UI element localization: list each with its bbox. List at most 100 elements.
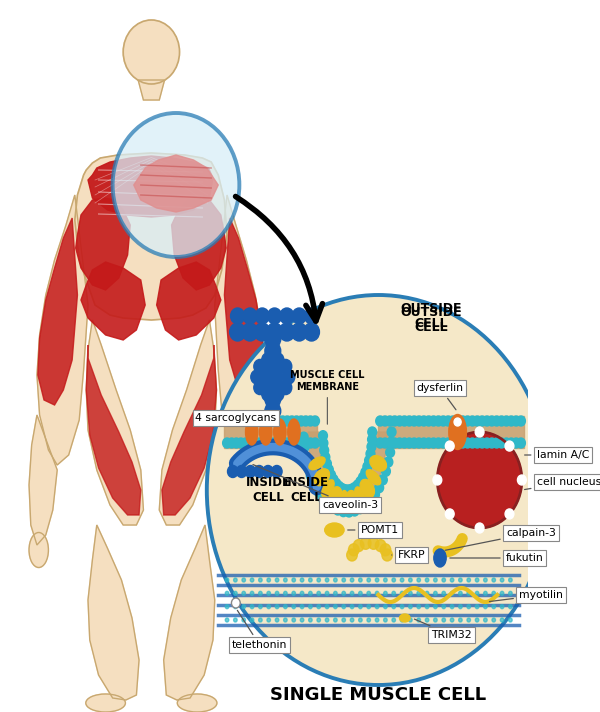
Circle shape <box>367 592 370 595</box>
Circle shape <box>323 459 331 468</box>
Ellipse shape <box>325 523 344 537</box>
Circle shape <box>232 438 241 448</box>
Circle shape <box>458 578 462 582</box>
Circle shape <box>379 475 387 485</box>
Circle shape <box>512 438 521 448</box>
Circle shape <box>415 438 424 448</box>
Ellipse shape <box>309 457 325 470</box>
Circle shape <box>347 484 356 494</box>
Circle shape <box>344 507 353 517</box>
Circle shape <box>365 456 373 466</box>
Polygon shape <box>138 80 164 100</box>
Circle shape <box>255 438 264 448</box>
Circle shape <box>359 592 362 595</box>
Circle shape <box>262 365 283 389</box>
Circle shape <box>376 416 385 426</box>
Text: dysferlin: dysferlin <box>416 383 464 410</box>
Circle shape <box>368 538 379 549</box>
Circle shape <box>445 441 454 451</box>
Circle shape <box>225 604 229 609</box>
Circle shape <box>272 466 282 478</box>
Circle shape <box>265 390 281 408</box>
Polygon shape <box>134 155 218 212</box>
Polygon shape <box>157 262 221 340</box>
Circle shape <box>317 578 320 582</box>
Ellipse shape <box>400 614 410 622</box>
Circle shape <box>232 598 240 608</box>
Circle shape <box>265 366 281 384</box>
Circle shape <box>380 438 389 448</box>
Circle shape <box>292 604 295 609</box>
Circle shape <box>467 592 470 595</box>
Circle shape <box>329 475 338 485</box>
Circle shape <box>475 604 479 609</box>
Polygon shape <box>224 218 264 405</box>
Circle shape <box>467 618 470 622</box>
Circle shape <box>366 449 375 459</box>
Circle shape <box>300 618 304 622</box>
Ellipse shape <box>178 694 217 712</box>
Circle shape <box>342 578 346 582</box>
Polygon shape <box>76 198 130 290</box>
Circle shape <box>451 578 454 582</box>
Circle shape <box>400 416 409 426</box>
Circle shape <box>259 592 262 595</box>
Circle shape <box>417 604 421 609</box>
Circle shape <box>387 437 395 447</box>
Text: FKRP: FKRP <box>392 550 425 560</box>
Circle shape <box>451 604 454 609</box>
Circle shape <box>300 604 304 609</box>
Text: INSIDE
CELL: INSIDE CELL <box>284 476 329 504</box>
Circle shape <box>425 604 429 609</box>
Circle shape <box>382 549 392 561</box>
Circle shape <box>265 378 281 396</box>
Circle shape <box>509 604 512 609</box>
Text: TRIM32: TRIM32 <box>415 619 472 640</box>
Polygon shape <box>215 195 266 465</box>
Circle shape <box>500 578 504 582</box>
Circle shape <box>385 438 394 448</box>
Ellipse shape <box>274 419 286 445</box>
Text: calpain-3: calpain-3 <box>445 528 556 550</box>
Circle shape <box>484 592 487 595</box>
Circle shape <box>392 578 395 582</box>
Circle shape <box>306 416 315 426</box>
Circle shape <box>242 618 245 622</box>
Circle shape <box>405 438 413 448</box>
Ellipse shape <box>245 419 258 445</box>
Circle shape <box>375 618 379 622</box>
Circle shape <box>225 578 229 582</box>
Circle shape <box>383 592 387 595</box>
Circle shape <box>505 509 514 519</box>
Circle shape <box>458 618 462 622</box>
Polygon shape <box>88 156 213 217</box>
Circle shape <box>280 360 292 373</box>
Circle shape <box>292 308 306 324</box>
Circle shape <box>475 618 479 622</box>
Circle shape <box>439 416 448 426</box>
Circle shape <box>473 438 482 448</box>
Circle shape <box>467 604 470 609</box>
Circle shape <box>259 578 262 582</box>
Circle shape <box>292 416 301 426</box>
Circle shape <box>321 452 330 462</box>
Circle shape <box>484 604 487 609</box>
Text: 4 sarcoglycans: 4 sarcoglycans <box>195 413 277 423</box>
Circle shape <box>353 480 362 490</box>
Circle shape <box>319 438 328 448</box>
Circle shape <box>267 604 271 609</box>
Circle shape <box>307 471 315 481</box>
Circle shape <box>287 438 296 448</box>
Circle shape <box>502 416 511 426</box>
Circle shape <box>334 604 337 609</box>
Circle shape <box>283 370 295 384</box>
Circle shape <box>325 592 329 595</box>
Circle shape <box>246 438 254 448</box>
Circle shape <box>225 592 229 595</box>
Circle shape <box>301 452 310 462</box>
Circle shape <box>339 507 348 517</box>
Circle shape <box>454 416 462 426</box>
Polygon shape <box>162 345 217 515</box>
Circle shape <box>368 427 377 437</box>
Circle shape <box>434 438 443 448</box>
